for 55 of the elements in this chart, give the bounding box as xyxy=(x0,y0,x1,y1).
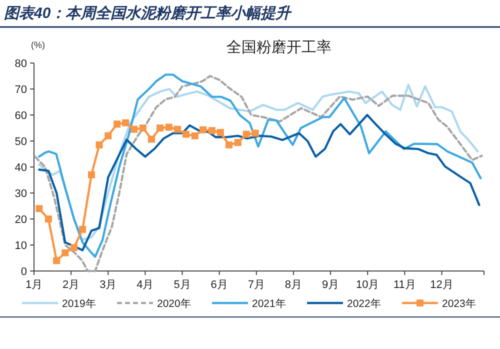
point xyxy=(182,130,190,138)
legend-label: 2023年 xyxy=(442,298,476,310)
point xyxy=(139,124,146,132)
x-tick-label: 10月 xyxy=(356,279,380,291)
y-tick-label: 80 xyxy=(14,58,27,70)
point xyxy=(225,141,232,148)
y-tick-label: 70 xyxy=(14,84,27,96)
legend-label: 2021年 xyxy=(252,298,286,310)
ylabel: (%) xyxy=(31,40,45,50)
title: 图表40：本周全国水泥粉磨开工率小幅提升 xyxy=(4,5,291,22)
point xyxy=(62,249,69,256)
point xyxy=(114,120,121,128)
point xyxy=(104,132,112,140)
point xyxy=(208,127,216,134)
y-tick-label: 20 xyxy=(14,214,27,226)
point xyxy=(200,126,207,134)
point xyxy=(44,216,52,222)
y-tick-label: 50 xyxy=(14,136,27,148)
point xyxy=(53,257,60,264)
point xyxy=(242,130,250,138)
point xyxy=(36,205,43,212)
subtitle: 全国粉磨开工率 xyxy=(226,39,332,56)
point xyxy=(191,132,198,140)
x-tick-label: 2月 xyxy=(62,279,80,291)
x-tick-label: 4月 xyxy=(136,279,154,291)
x-tick-label: 12月 xyxy=(430,279,454,291)
point xyxy=(79,226,86,233)
point xyxy=(122,119,130,126)
point xyxy=(216,128,224,136)
point xyxy=(70,244,78,252)
x-tick-label: 5月 xyxy=(174,279,191,291)
point xyxy=(88,171,95,178)
point xyxy=(234,139,242,146)
legend-label: 2019年 xyxy=(62,298,96,310)
legend-label: 2022年 xyxy=(347,298,382,310)
x-tick-label: 8月 xyxy=(284,279,302,291)
point xyxy=(130,126,138,133)
legend-label: 2020年 xyxy=(157,298,192,310)
point xyxy=(96,141,103,148)
point xyxy=(252,130,259,137)
x-tick-label: 9月 xyxy=(322,279,340,291)
point xyxy=(165,124,172,131)
y-tick-label: 10 xyxy=(14,240,27,252)
point xyxy=(148,136,156,143)
x-tick-label: 11月 xyxy=(393,279,416,291)
y-tick-label: 60 xyxy=(14,110,27,122)
x-tick-label: 6月 xyxy=(210,279,228,291)
x-tick-label: 3月 xyxy=(100,279,117,291)
point xyxy=(156,124,164,132)
x-tick-label: 1月 xyxy=(25,279,43,291)
y-tick-label: 0 xyxy=(20,266,27,278)
y-tick-label: 30 xyxy=(14,188,27,200)
x-tick-label: 7月 xyxy=(248,279,265,291)
point xyxy=(174,126,181,133)
y-tick-label: 40 xyxy=(14,162,27,174)
